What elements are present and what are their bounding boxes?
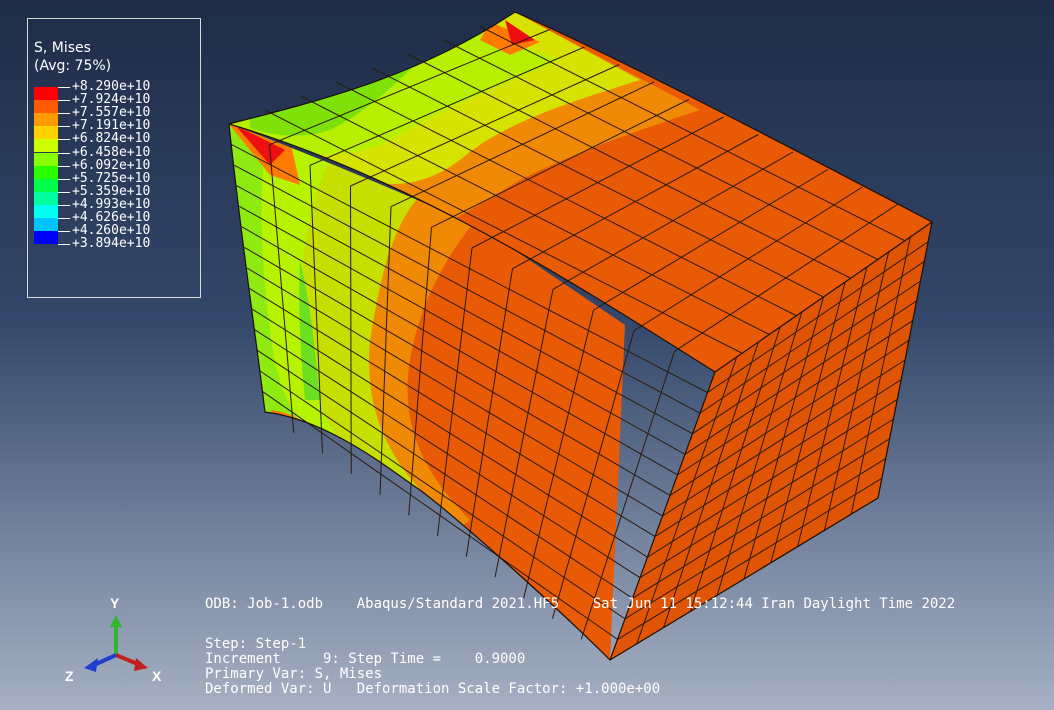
legend-value: +5.359e+10 (72, 185, 150, 198)
legend-tick (58, 87, 70, 88)
legend-swatch (34, 205, 58, 218)
legend-averaging: (Avg: 75%) (34, 57, 111, 75)
triad-arrows-icon (60, 595, 180, 695)
deformed-var-info: Deformed Var: U Deformation Scale Factor… (205, 682, 660, 696)
legend-tick (58, 166, 70, 167)
contour-legend[interactable]: S, Mises (Avg: 75%) +8.290e+10 +7.924e+10… (27, 18, 201, 298)
legend-tick (58, 100, 70, 101)
legend-value: +6.458e+10 (72, 146, 150, 159)
legend-swatch (34, 166, 58, 179)
legend-swatch (34, 126, 58, 139)
legend-swatch (34, 192, 58, 205)
legend-tick (58, 244, 70, 245)
legend-tick (58, 113, 70, 114)
triad-x-label: X (152, 668, 161, 684)
triad-y-label: Y (110, 595, 119, 611)
legend-tick (58, 192, 70, 193)
legend-value: +7.924e+10 (72, 93, 150, 106)
legend-value: +7.191e+10 (72, 119, 150, 132)
legend-swatch (34, 139, 58, 152)
odb-info-line: ODB: Job-1.odb Abaqus/Standard 2021.HF5 … (205, 597, 955, 611)
legend-tick (58, 126, 70, 127)
legend-swatch (34, 113, 58, 126)
legend-swatch (34, 87, 58, 100)
legend-swatch (34, 179, 58, 192)
legend-value: +3.894e+10 (72, 237, 150, 250)
increment-info: Increment 9: Step Time = 0.9000 (205, 652, 525, 666)
primary-var-info: Primary Var: S, Mises (205, 667, 382, 681)
legend-value: +6.092e+10 (72, 159, 150, 172)
legend-tick (58, 153, 70, 154)
legend-tick (58, 205, 70, 206)
legend-value: +6.824e+10 (72, 132, 150, 145)
legend-value: +4.260e+10 (72, 224, 150, 237)
legend-variable: S, Mises (34, 39, 91, 57)
legend-tick (58, 179, 70, 180)
legend-value: +8.290e+10 (72, 80, 150, 93)
triad-z-label: Z (65, 668, 74, 684)
legend-tick (58, 139, 70, 140)
legend-swatch (34, 231, 58, 244)
legend-value: +5.725e+10 (72, 172, 150, 185)
legend-tick (58, 231, 70, 232)
legend-swatch (34, 100, 58, 113)
legend-swatch (34, 153, 58, 166)
legend-swatch (34, 218, 58, 231)
legend-value: +4.993e+10 (72, 198, 150, 211)
legend-tick (58, 218, 70, 219)
coordinate-triad: Y X Z (60, 595, 180, 695)
legend-value: +7.557e+10 (72, 106, 150, 119)
step-info: Step: Step-1 (205, 637, 306, 651)
legend-value: +4.626e+10 (72, 211, 150, 224)
